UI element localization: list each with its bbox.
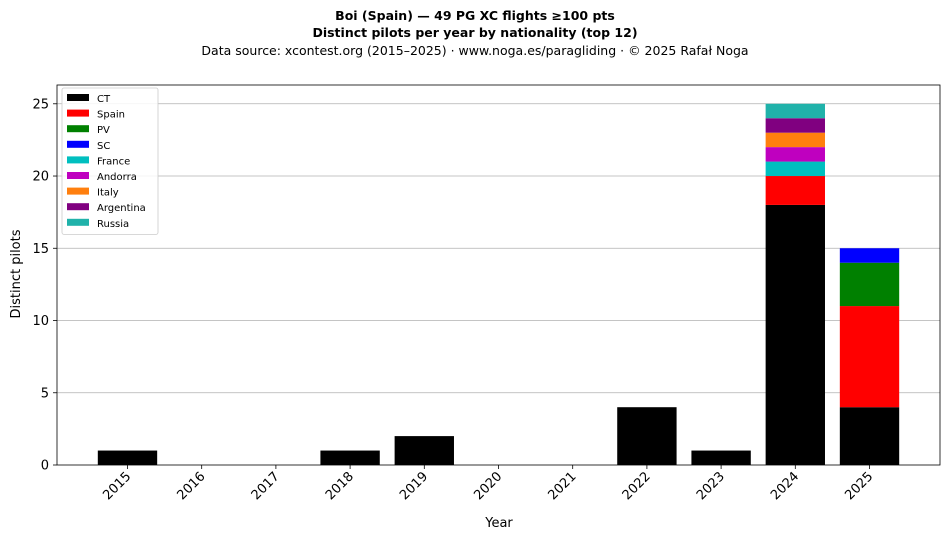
x-tick-label: 2016 (175, 469, 209, 503)
y-axis-label: Distinct pilots (9, 229, 24, 318)
legend-swatch (67, 140, 89, 148)
legend-entry: Andorra (97, 172, 137, 183)
legend-swatch (67, 187, 89, 195)
bar-segment (765, 118, 825, 133)
bars-layer (97, 103, 900, 465)
legend-swatch (67, 203, 89, 211)
legend-entry: CT (97, 94, 111, 105)
x-axis-label: Year (484, 516, 513, 531)
bar-segment (691, 450, 751, 465)
x-tick-label: 2019 (397, 469, 431, 503)
x-tick-label: 2021 (546, 469, 580, 503)
bar-segment (765, 176, 825, 205)
chart-source-line: Data source: xcontest.org (2015–2025) · … (201, 43, 749, 58)
bar-segment (617, 407, 677, 465)
x-tick-label: 2020 (471, 469, 505, 503)
legend-entry: Italy (97, 188, 119, 199)
bar-segment (765, 132, 825, 148)
x-tick-label: 2025 (842, 469, 876, 503)
bar-segment (765, 103, 825, 119)
legend-entry: Argentina (97, 203, 146, 214)
bar-segment (394, 436, 454, 465)
y-tick-label: 10 (32, 314, 49, 329)
bar-segment (839, 262, 900, 307)
legend-swatch (67, 125, 89, 133)
bar-segment (839, 306, 900, 408)
chart-title: Boi (Spain) — 49 PG XC flights ≥100 pts (335, 8, 615, 23)
bar-segment (97, 450, 158, 465)
y-tick-label: 5 (41, 386, 49, 401)
legend-entry: Spain (97, 110, 125, 121)
chart-subtitle: Distinct pilots per year by nationality … (312, 25, 638, 40)
legend-entry: France (97, 156, 130, 167)
y-tick-label: 0 (41, 459, 49, 474)
x-tick-label: 2015 (100, 469, 134, 503)
legend-swatch (67, 218, 89, 226)
legend-entry: PV (97, 125, 110, 136)
x-tick-label: 2018 (323, 469, 357, 503)
y-tick-label: 20 (32, 170, 49, 185)
legend-swatch (67, 156, 89, 164)
bar-segment (320, 450, 380, 465)
bar-segment (839, 407, 900, 465)
bar-segment (765, 204, 825, 465)
x-tick-label: 2023 (694, 469, 728, 503)
legend-entry: SC (97, 141, 110, 152)
y-tick-label: 15 (32, 242, 49, 257)
legend-box (61, 87, 159, 235)
y-tick-label: 25 (32, 97, 49, 112)
legend: CT Spain PV SC France Andorra Italy Argentina Ru… (61, 87, 159, 235)
legend-entry: Russia (97, 219, 129, 230)
legend-swatch (67, 172, 89, 179)
x-tick-label: 2017 (249, 469, 283, 503)
x-tick-label: 2024 (768, 469, 802, 503)
legend-swatch (67, 94, 89, 101)
legend-swatch (67, 109, 89, 117)
bar-segment (839, 248, 900, 263)
x-tick-label: 2022 (620, 469, 654, 503)
bar-segment (765, 161, 825, 177)
bar-segment (765, 147, 825, 162)
